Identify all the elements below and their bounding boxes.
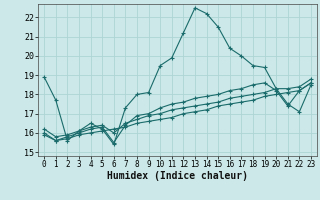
X-axis label: Humidex (Indice chaleur): Humidex (Indice chaleur) (107, 171, 248, 181)
